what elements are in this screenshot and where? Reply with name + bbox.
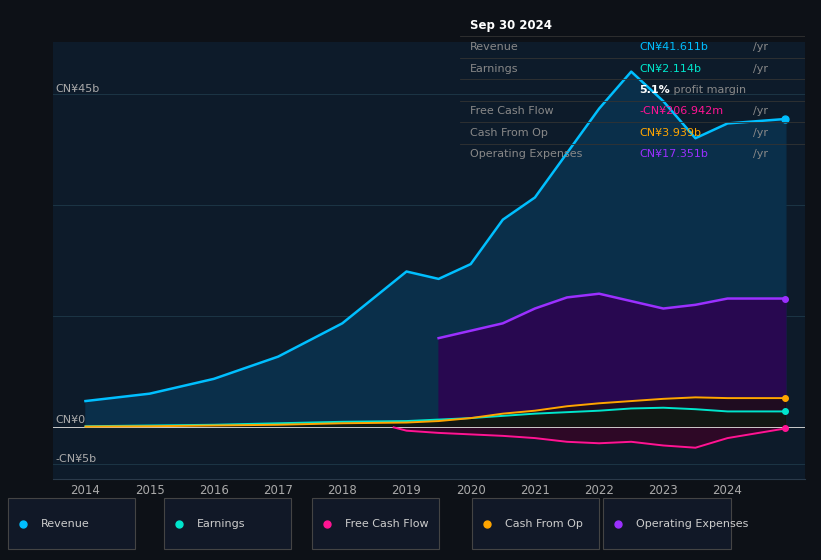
Text: CN¥0: CN¥0 — [56, 416, 85, 426]
Text: CN¥41.611b: CN¥41.611b — [640, 42, 709, 52]
Text: Free Cash Flow: Free Cash Flow — [345, 519, 429, 529]
Text: Earnings: Earnings — [197, 519, 245, 529]
Text: Free Cash Flow: Free Cash Flow — [470, 106, 554, 116]
Text: /yr: /yr — [753, 64, 768, 73]
Text: -CN¥206.942m: -CN¥206.942m — [640, 106, 723, 116]
FancyBboxPatch shape — [312, 498, 439, 549]
Text: CN¥17.351b: CN¥17.351b — [640, 150, 709, 159]
Text: Revenue: Revenue — [470, 42, 519, 52]
Text: CN¥2.114b: CN¥2.114b — [640, 64, 701, 73]
Text: profit margin: profit margin — [671, 85, 746, 95]
Text: Earnings: Earnings — [470, 64, 519, 73]
Text: CN¥3.939b: CN¥3.939b — [640, 128, 701, 138]
Text: Operating Expenses: Operating Expenses — [636, 519, 749, 529]
Text: /yr: /yr — [753, 42, 768, 52]
Text: Sep 30 2024: Sep 30 2024 — [470, 19, 553, 32]
Text: Operating Expenses: Operating Expenses — [470, 150, 583, 159]
Text: /yr: /yr — [753, 128, 768, 138]
Text: Cash From Op: Cash From Op — [470, 128, 548, 138]
FancyBboxPatch shape — [472, 498, 599, 549]
Text: CN¥45b: CN¥45b — [56, 84, 100, 94]
Text: Revenue: Revenue — [41, 519, 89, 529]
Text: -CN¥5b: -CN¥5b — [56, 454, 97, 464]
Text: 5.1%: 5.1% — [640, 85, 670, 95]
Text: /yr: /yr — [753, 150, 768, 159]
Text: Cash From Op: Cash From Op — [505, 519, 583, 529]
FancyBboxPatch shape — [8, 498, 135, 549]
FancyBboxPatch shape — [603, 498, 731, 549]
Text: /yr: /yr — [753, 106, 768, 116]
FancyBboxPatch shape — [164, 498, 291, 549]
